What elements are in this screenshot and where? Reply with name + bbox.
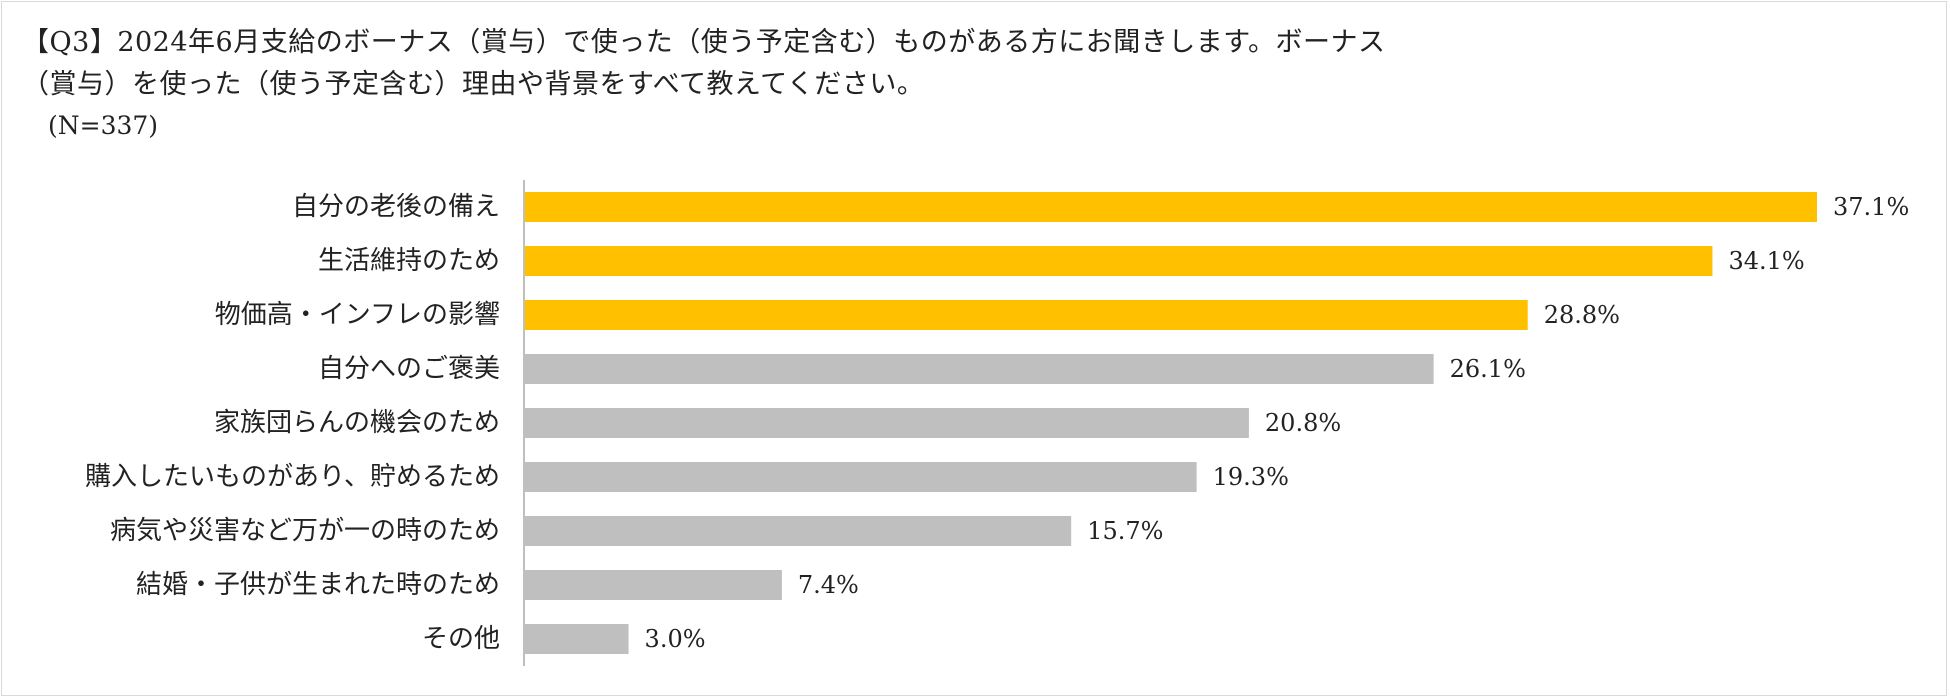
bar bbox=[524, 192, 1817, 222]
bar bbox=[524, 354, 1434, 384]
value-label: 3.0% bbox=[645, 625, 706, 653]
bars-group bbox=[524, 192, 1817, 654]
bar bbox=[524, 300, 1528, 330]
category-label: 自分の老後の備え bbox=[292, 192, 500, 222]
category-label: 家族団らんの機会のため bbox=[214, 408, 500, 438]
value-label: 37.1% bbox=[1833, 193, 1909, 221]
value-label: 28.8% bbox=[1544, 301, 1620, 329]
category-label: 生活維持のため bbox=[318, 246, 500, 276]
bar bbox=[524, 246, 1713, 276]
category-label: 病気や災害など万が一の時のため bbox=[110, 516, 500, 546]
value-label: 15.7% bbox=[1087, 517, 1163, 545]
category-label: 結婚・子供が生まれた時のため bbox=[136, 570, 500, 600]
value-labels-group: 37.1% 34.1% 28.8% 26.1% 20.8% 19.3% 15.7% 7.4% 3… bbox=[645, 193, 1910, 653]
value-label: 7.4% bbox=[798, 571, 859, 599]
sample-size: (N=337) bbox=[48, 111, 159, 140]
value-label: 19.3% bbox=[1213, 463, 1289, 491]
category-label: 物価高・インフレの影響 bbox=[215, 300, 500, 330]
value-label: 20.8% bbox=[1265, 409, 1341, 437]
title-line-1: 【Q3】2024年6月支給のボーナス（賞与）で使った（使う予定含む）ものがある方… bbox=[22, 27, 1386, 58]
bar bbox=[524, 516, 1072, 546]
bar bbox=[524, 462, 1197, 492]
chart-title: 【Q3】2024年6月支給のボーナス（賞与）で使った（使う予定含む）ものがある方… bbox=[22, 22, 1582, 106]
value-label: 34.1% bbox=[1728, 247, 1804, 275]
title-line-2: （賞与）を使った（使う予定含む）理由や背景をすべて教えてください。 bbox=[22, 69, 925, 100]
category-label: 購入したいものがあり、貯めるため bbox=[85, 462, 500, 492]
value-label: 26.1% bbox=[1450, 355, 1526, 383]
bar bbox=[524, 408, 1249, 438]
category-label: その他 bbox=[422, 624, 500, 654]
category-labels-group: 自分の老後の備え生活維持のため物価高・インフレの影響自分へのご褒美家族団らんの機… bbox=[85, 192, 500, 654]
bar bbox=[524, 570, 782, 600]
category-label: 自分へのご褒美 bbox=[318, 354, 500, 384]
bar bbox=[524, 624, 629, 654]
